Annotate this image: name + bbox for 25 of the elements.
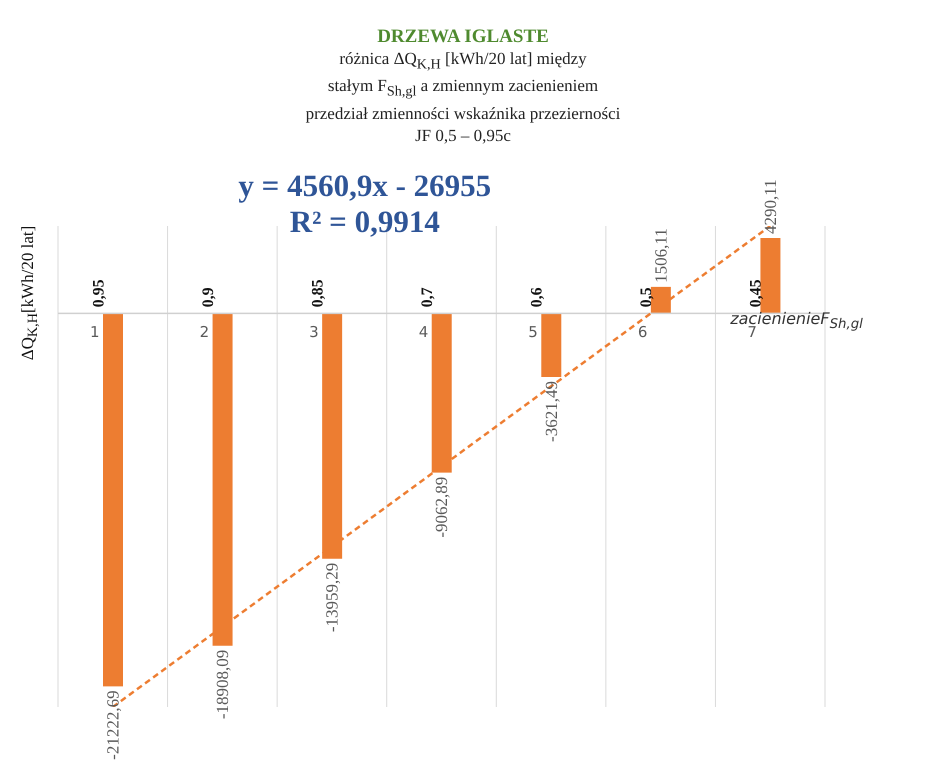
data-label: -21222,69 (104, 690, 122, 760)
annotation: 0,95 (90, 279, 108, 308)
x-tick-label: 2 (198, 323, 210, 342)
data-label: -18908,09 (213, 650, 232, 720)
text: y = 4560,9x - 26955 (238, 168, 492, 203)
annotation: 0,7 (419, 287, 436, 308)
x-tick-label: 4 (418, 323, 430, 342)
data-label: 4290,11 (760, 179, 780, 234)
chart-title: DRZEWA IGLASTE (377, 26, 549, 47)
annotation: 0,5 (638, 287, 656, 308)
x-tick-label: 3 (308, 323, 320, 342)
annotation: 0,45 (748, 279, 765, 308)
annotation: 0,6 (528, 287, 546, 308)
data-label: -9062,89 (432, 476, 452, 538)
annotation: R² = 0,9914 (290, 204, 440, 239)
data-label: -3621,49 (542, 381, 561, 442)
x-tick-label: 1 (89, 323, 101, 342)
x-tick-label: 6 (636, 323, 648, 342)
data-label: 1506,11 (651, 228, 670, 283)
annotation: 0,85 (309, 279, 326, 308)
annotation: 0,9 (200, 287, 217, 308)
x-tick-label: 5 (527, 323, 539, 342)
data-label: -13959,29 (322, 562, 342, 632)
x-tick-label: 7 (747, 323, 757, 342)
text: różnica ΔQ$_{K,H}$ [kWh/20 lat] między stałym F$_{Sh,gl}$ a zmiennym zacienieniem przedział zmienności wskaźnika przezierności JF 0,5 – 0,95c (306, 49, 620, 145)
